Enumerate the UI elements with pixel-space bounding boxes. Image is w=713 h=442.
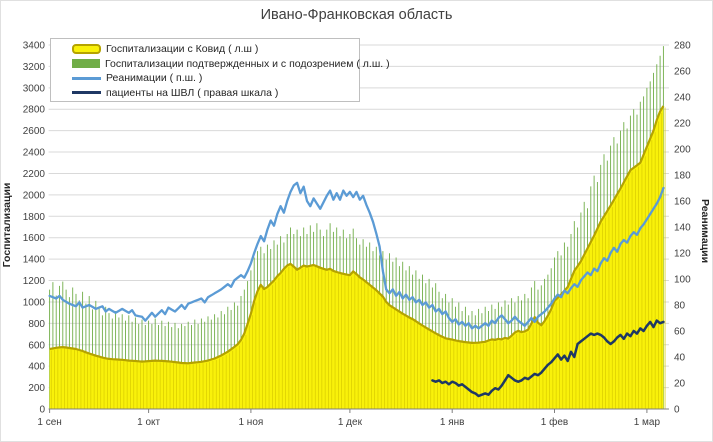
svg-text:1800: 1800 (23, 212, 46, 223)
legend-box: Госпитализации с Ковид ( л.ш ) Госпитали… (50, 38, 390, 102)
blue-line-swatch (72, 76, 101, 80)
left-axis-title: Госпитализации (1, 182, 13, 268)
svg-text:140: 140 (674, 223, 691, 234)
x-axis: 1 сен 1 окт 1 ноя 1 дек 1 янв 1 фев 1 мар (37, 408, 669, 428)
svg-text:2200: 2200 (23, 169, 46, 180)
svg-text:0: 0 (674, 405, 680, 416)
svg-text:600: 600 (28, 340, 45, 351)
svg-text:800: 800 (28, 319, 45, 330)
svg-text:1 дек: 1 дек (338, 417, 363, 428)
right-axis-title: Реанимации (699, 198, 711, 264)
svg-text:1 окт: 1 окт (137, 417, 160, 428)
legend-item-ventilator: пациенты на ШВЛ ( правая шкала ) (72, 86, 359, 101)
svg-text:0: 0 (39, 405, 45, 416)
y-left-labels: 0 200 400 600 800 1000 1200 1400 1600 1800 2000 220… (23, 41, 46, 416)
svg-text:1 сен: 1 сен (37, 417, 61, 428)
svg-text:3400: 3400 (23, 41, 46, 52)
legend-label: Госпитализации с Ковид ( л.ш ) (106, 43, 259, 56)
svg-text:1 фев: 1 фев (541, 416, 568, 428)
svg-text:3200: 3200 (23, 62, 46, 73)
svg-text:400: 400 (28, 362, 45, 373)
yellow-thick-line-swatch (72, 44, 101, 55)
svg-text:220: 220 (674, 119, 691, 130)
legend-item-hosp-covid: Госпитализации с Ковид ( л.ш ) (72, 42, 359, 57)
svg-text:1400: 1400 (23, 255, 46, 266)
yellow-area-series (49, 105, 666, 409)
svg-text:2800: 2800 (23, 105, 46, 116)
svg-text:1600: 1600 (23, 233, 46, 244)
svg-text:2600: 2600 (23, 126, 46, 137)
legend-item-hosp-confirmed-suspected: Госпитализации подтвержденных и с подозр… (72, 57, 390, 72)
svg-text:180: 180 (674, 171, 691, 182)
svg-text:2000: 2000 (23, 190, 46, 201)
svg-text:1 янв: 1 янв (440, 417, 465, 428)
svg-text:160: 160 (674, 197, 691, 208)
svg-text:3000: 3000 (23, 83, 46, 94)
svg-text:240: 240 (674, 93, 691, 104)
legend-label: Госпитализации подтвержденных и с подозр… (105, 57, 390, 70)
svg-text:40: 40 (674, 353, 686, 364)
svg-text:280: 280 (674, 41, 691, 52)
legend-label: Реанимации ( п.ш. ) (106, 72, 203, 85)
svg-text:200: 200 (28, 383, 45, 394)
svg-text:1200: 1200 (23, 276, 46, 287)
icu-line-series (48, 181, 665, 330)
ventilator-line-series (431, 319, 665, 398)
svg-text:2400: 2400 (23, 148, 46, 159)
svg-text:60: 60 (674, 327, 686, 338)
green-box-swatch (72, 59, 100, 69)
chart-title: Ивано-Франковская область (260, 7, 453, 23)
svg-text:100: 100 (674, 275, 691, 286)
svg-text:120: 120 (674, 249, 691, 260)
svg-text:20: 20 (674, 379, 686, 390)
svg-text:200: 200 (674, 145, 691, 156)
svg-text:1000: 1000 (23, 297, 46, 308)
legend-label: пациенты на ШВЛ ( правая шкала ) (106, 86, 279, 99)
legend-item-icu: Реанимации ( п.ш. ) (72, 71, 359, 86)
svg-text:260: 260 (674, 67, 691, 78)
svg-text:1 мар: 1 мар (634, 417, 661, 428)
svg-text:1 ноя: 1 ноя (238, 417, 263, 428)
navy-line-swatch (72, 91, 101, 95)
y-right-labels: 0 20 40 60 80 100 120 140 160 180 200 220 240 260 280 (674, 41, 691, 416)
svg-text:80: 80 (674, 301, 686, 312)
